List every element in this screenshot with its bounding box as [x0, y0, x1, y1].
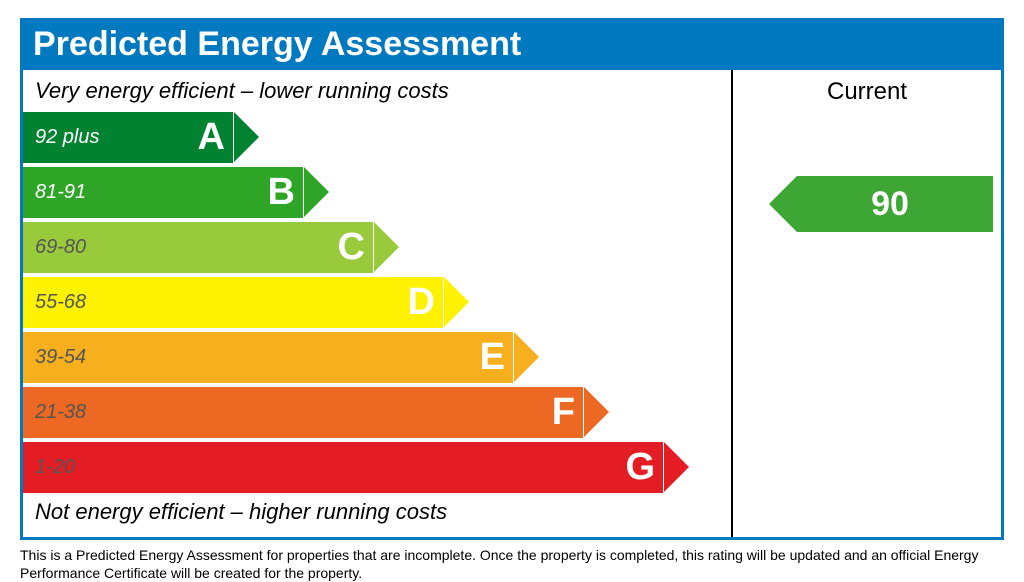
rating-bar-e: 39-54 E	[23, 332, 731, 383]
subtitle-top: Very energy efficient – lower running co…	[23, 76, 731, 108]
subtitle-bottom: Not energy efficient – higher running co…	[23, 497, 731, 529]
content-area: Very energy efficient – lower running co…	[23, 70, 1001, 537]
rating-bar-g: 1-20 G	[23, 442, 731, 493]
range-label: 1-20	[23, 456, 75, 479]
rating-bar-d: 55-68 D	[23, 277, 731, 328]
rating-letter: D	[408, 281, 435, 324]
rating-letter: C	[338, 226, 365, 269]
range-label: 81-91	[23, 181, 86, 204]
range-label: 55-68	[23, 291, 86, 314]
rating-bar-f: 21-38 F	[23, 387, 731, 438]
current-value: 90	[797, 176, 993, 232]
rating-letter: F	[552, 391, 575, 434]
range-label: 69-80	[23, 236, 86, 259]
rating-bar-a: 92 plus A	[23, 112, 731, 163]
rating-letter: B	[268, 171, 295, 214]
rating-letter: G	[625, 446, 655, 489]
bars-panel: Very energy efficient – lower running co…	[23, 70, 733, 537]
current-arrow: 90	[797, 176, 993, 232]
range-label: 39-54	[23, 346, 86, 369]
range-label: 92 plus	[23, 126, 100, 149]
energy-assessment-card: Predicted Energy Assessment Very energy …	[20, 18, 1004, 540]
rating-letter: E	[480, 336, 505, 379]
rating-bar-b: 81-91 B	[23, 167, 731, 218]
bars-container: 92 plus A 81-91 B 69-80 C 55-68 D 39-54 E 21-38 F 1-…	[23, 112, 731, 493]
rating-bar-c: 69-80 C	[23, 222, 731, 273]
current-panel: Current 90	[733, 70, 1001, 537]
current-label: Current	[733, 78, 1001, 106]
rating-letter: A	[198, 116, 225, 159]
range-label: 21-38	[23, 401, 86, 424]
title-bar: Predicted Energy Assessment	[23, 21, 1001, 70]
